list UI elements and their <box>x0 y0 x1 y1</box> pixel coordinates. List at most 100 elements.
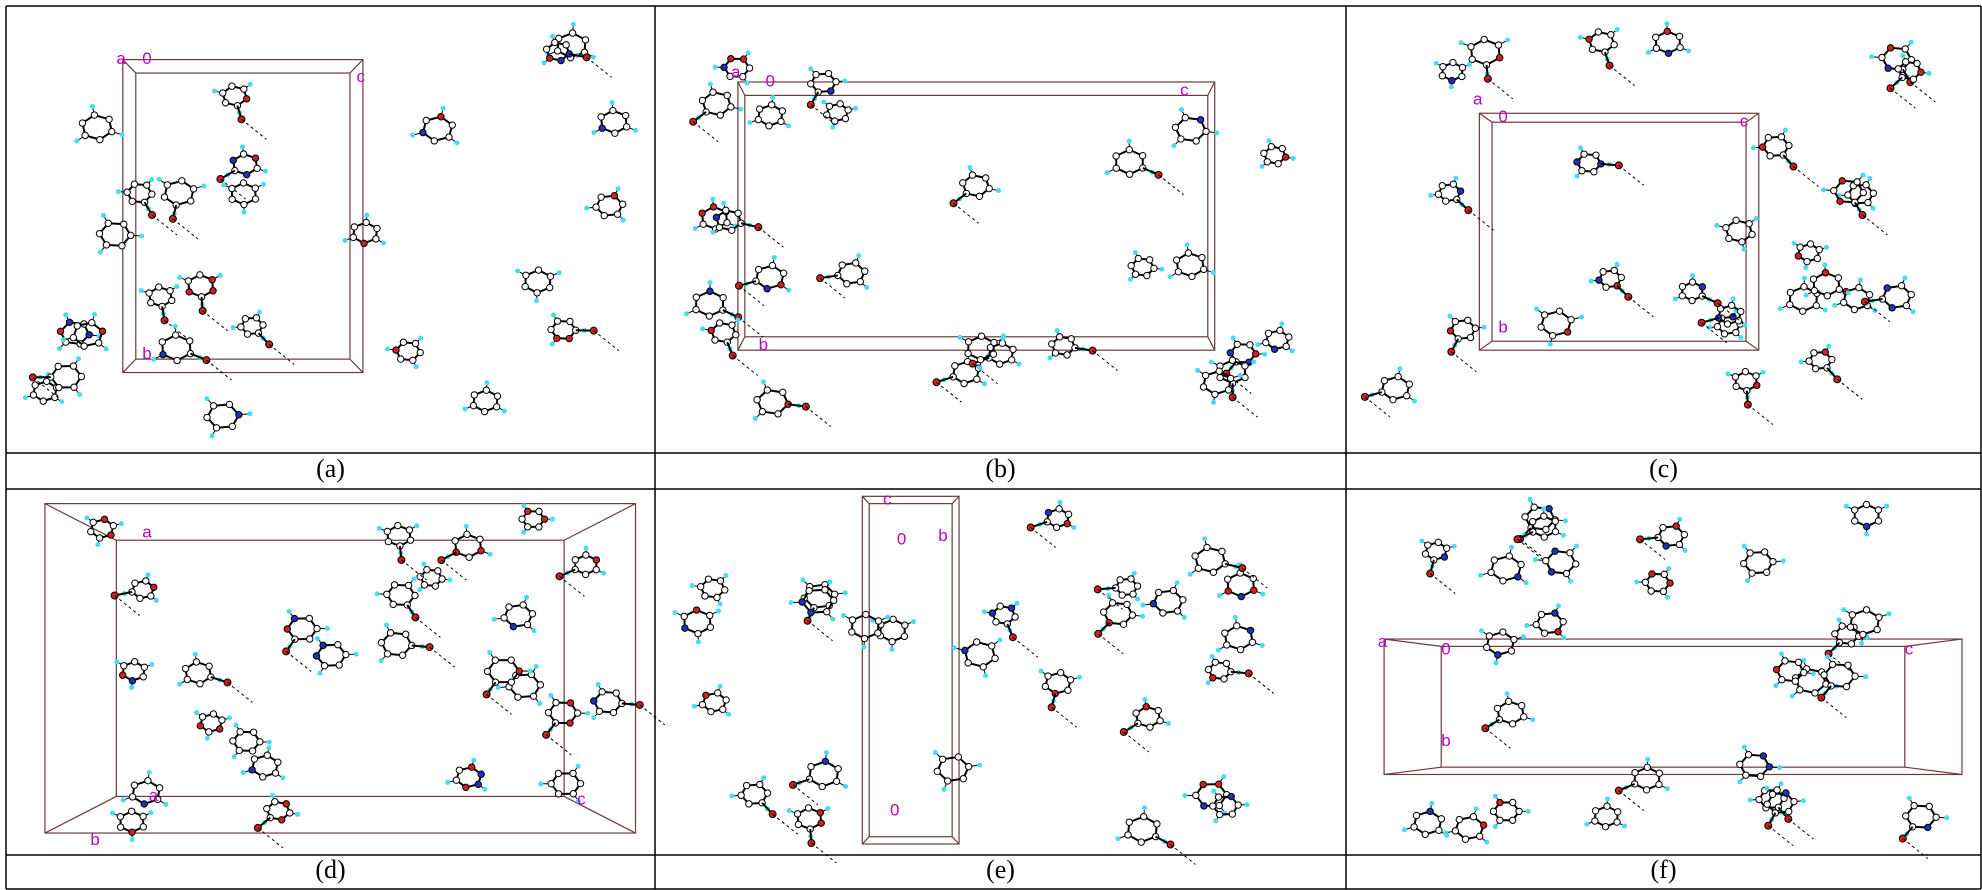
atom <box>611 193 617 199</box>
atom <box>272 770 278 776</box>
atom <box>284 626 290 632</box>
h-atom <box>248 82 253 87</box>
h-atom <box>911 619 916 624</box>
h-atom <box>1132 571 1137 576</box>
h-atom <box>1731 296 1736 301</box>
h-atom <box>1822 262 1827 267</box>
h-atom <box>1825 654 1830 659</box>
atom <box>808 81 814 87</box>
atom <box>1185 250 1191 256</box>
h-atom <box>1907 796 1912 801</box>
atom <box>853 260 859 266</box>
atom <box>1221 676 1227 682</box>
h-atom <box>744 81 749 86</box>
atom <box>1500 578 1506 584</box>
h-atom <box>1434 61 1439 66</box>
atom <box>1730 314 1736 320</box>
h-atom <box>843 784 848 789</box>
atom <box>1543 558 1549 564</box>
atom <box>996 361 1002 367</box>
atom <box>406 527 412 533</box>
atom <box>1660 588 1666 594</box>
atom <box>1529 518 1535 524</box>
atom <box>1600 269 1606 275</box>
h-atom <box>1926 71 1931 76</box>
atom <box>1404 393 1410 399</box>
atom <box>1497 817 1503 823</box>
h-atom <box>1622 823 1627 828</box>
atom <box>161 194 167 200</box>
h-atom <box>218 273 223 278</box>
atom <box>547 55 553 61</box>
atom <box>1279 145 1285 151</box>
atom <box>707 612 713 618</box>
atom <box>1467 334 1473 340</box>
atom <box>567 720 573 726</box>
h-atom <box>414 523 419 528</box>
cell-axis-label: b <box>1441 731 1450 750</box>
atom <box>1449 77 1455 83</box>
atom <box>1406 381 1412 387</box>
atom <box>1065 511 1071 517</box>
atom <box>1205 666 1211 672</box>
h-atom <box>149 177 154 182</box>
atom <box>1759 144 1765 150</box>
atom <box>236 747 242 753</box>
atom <box>980 664 986 670</box>
atom <box>164 182 170 188</box>
atom <box>160 351 166 357</box>
atom <box>1173 257 1179 263</box>
h-atom <box>787 808 792 813</box>
atom <box>32 382 38 388</box>
h-atom <box>1428 193 1433 198</box>
atom <box>124 189 130 195</box>
atom <box>143 578 149 584</box>
h-atom <box>61 337 66 342</box>
atom <box>1286 334 1292 340</box>
atom <box>1586 36 1592 42</box>
atom <box>1689 297 1695 303</box>
h-atom <box>996 188 1001 193</box>
cell-axis-label: c <box>883 489 892 508</box>
atom <box>1505 698 1511 704</box>
h-atom <box>154 598 159 603</box>
atom <box>729 227 735 233</box>
h-atom <box>464 524 469 529</box>
atom <box>780 270 786 276</box>
atom <box>321 663 327 669</box>
atom <box>1488 569 1494 575</box>
atom <box>238 324 244 330</box>
h-atom <box>1217 593 1222 598</box>
atom <box>1212 659 1218 665</box>
atom <box>1925 824 1931 830</box>
atom <box>1178 136 1184 142</box>
h-atom <box>708 82 713 87</box>
h-atom <box>1039 669 1044 674</box>
atom <box>1160 610 1166 616</box>
h-atom <box>761 775 766 780</box>
atom <box>1737 761 1743 767</box>
atom <box>187 338 193 344</box>
atom <box>120 672 126 678</box>
atom <box>199 714 205 720</box>
atom <box>529 611 535 617</box>
atom <box>400 339 406 345</box>
h-atom <box>1209 360 1214 365</box>
atom <box>1667 580 1673 586</box>
atom <box>229 196 235 202</box>
atom <box>766 123 772 129</box>
atom <box>1903 302 1909 308</box>
h-atom <box>537 701 542 706</box>
atom <box>1170 587 1176 593</box>
atom <box>844 281 850 287</box>
h-atom <box>92 312 97 317</box>
h-atom <box>721 201 726 206</box>
h-atom <box>549 693 554 698</box>
atom <box>149 191 155 197</box>
atom <box>614 211 620 217</box>
atom <box>307 636 313 642</box>
atom <box>1509 817 1515 823</box>
h-atom <box>1556 604 1561 609</box>
atom <box>806 587 812 593</box>
atom <box>520 602 526 608</box>
